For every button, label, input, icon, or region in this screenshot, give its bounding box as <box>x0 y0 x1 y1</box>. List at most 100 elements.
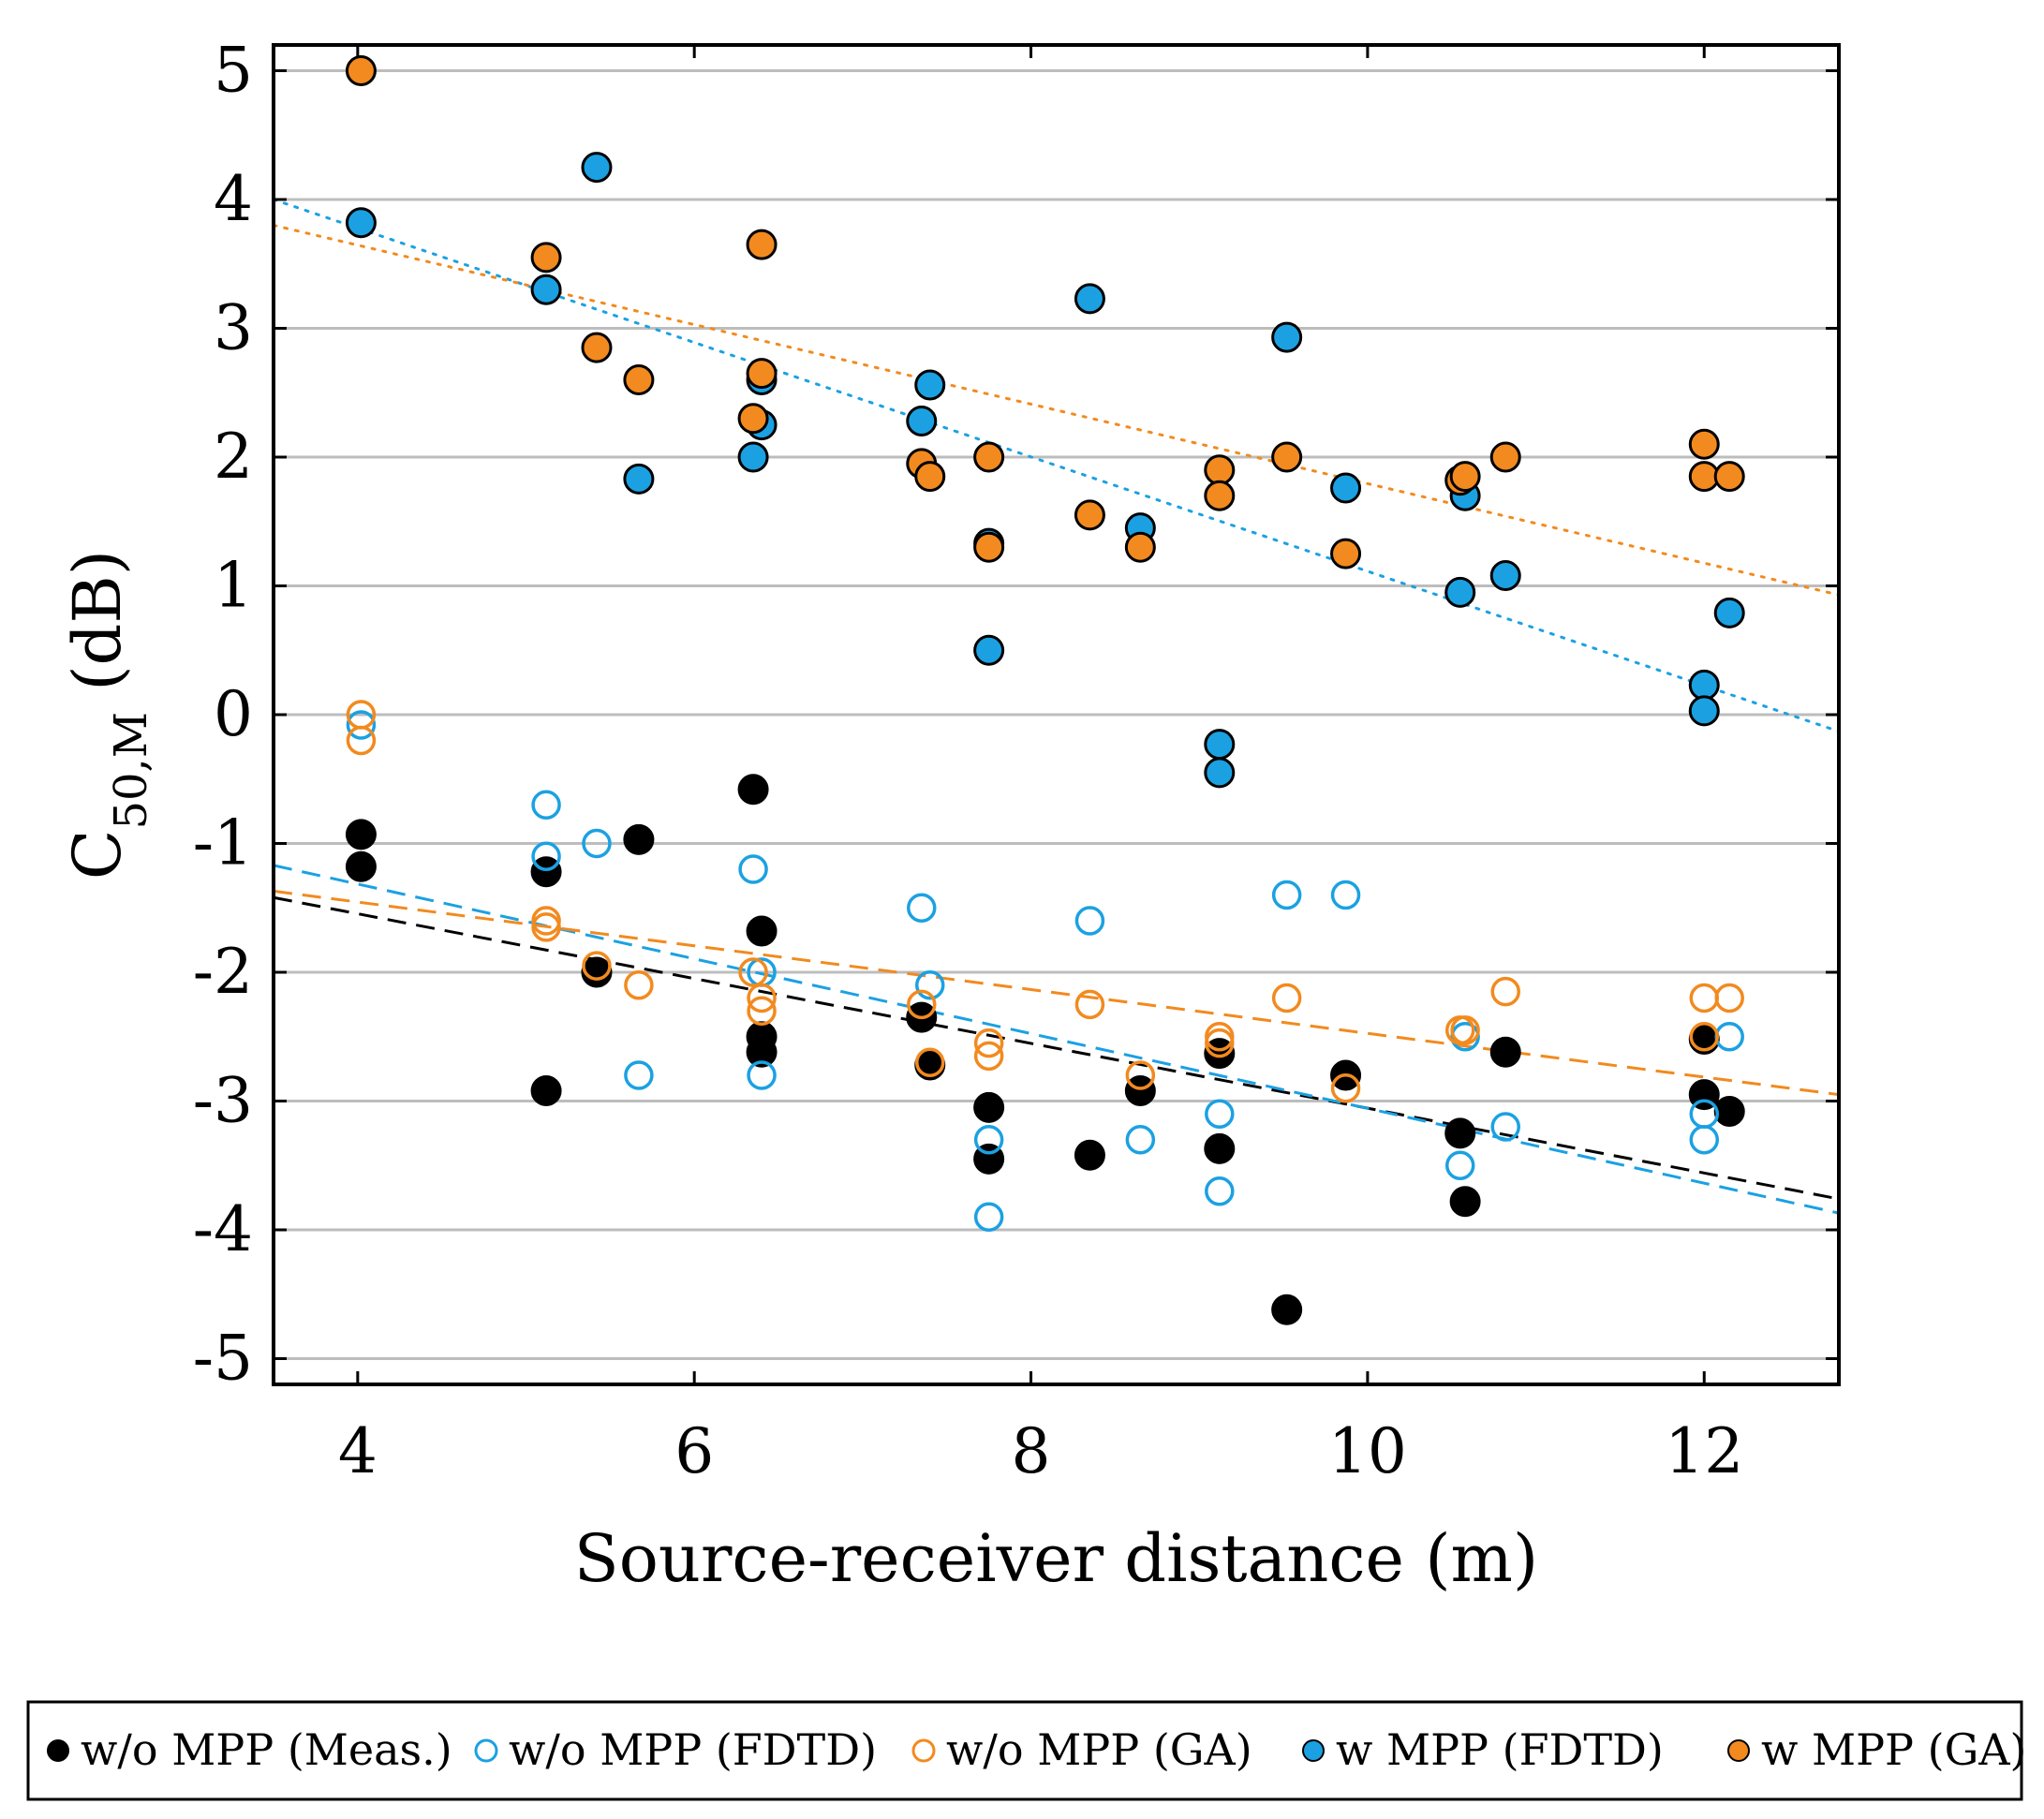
y-tick-label: -2 <box>193 936 253 1008</box>
data-point <box>1713 597 1745 629</box>
data-point <box>747 983 777 1013</box>
data-point <box>530 856 562 888</box>
y-tick-label: 3 <box>214 292 253 364</box>
legend-marker <box>1727 1739 1750 1762</box>
data-point <box>746 1036 778 1068</box>
data-point <box>582 951 612 981</box>
data-point <box>973 1028 1004 1058</box>
x-axis-label: Source-receiver distance (m) <box>574 1520 1538 1597</box>
x-tick-label: 8 <box>1012 1415 1051 1487</box>
x-tick-label: 4 <box>338 1415 378 1487</box>
data-point <box>1074 989 1105 1020</box>
data-point <box>1205 1176 1235 1206</box>
legend-marker <box>911 1738 936 1763</box>
gridlines <box>274 69 1839 1360</box>
data-point <box>1449 1186 1481 1218</box>
data-point <box>1125 1060 1156 1090</box>
y-tick-label: -1 <box>193 807 253 880</box>
data-point <box>581 956 613 988</box>
legend-label: w/o MPP (Meas.) <box>81 1724 452 1775</box>
data-point <box>1271 321 1303 353</box>
data-point <box>737 403 769 435</box>
data-point <box>1450 1015 1480 1045</box>
data-point <box>1689 1125 1720 1155</box>
data-point <box>530 274 562 305</box>
data-point <box>1688 695 1720 727</box>
data-point <box>1271 1294 1303 1325</box>
data-point <box>1330 880 1361 910</box>
y-tick-label: 2 <box>214 421 253 493</box>
data-point <box>1074 283 1105 315</box>
data-point <box>1689 1022 1720 1052</box>
data-point <box>1204 454 1236 486</box>
data-point <box>747 996 777 1026</box>
data-point <box>1444 1117 1476 1149</box>
legend-label: w/o MPP (FDTD) <box>509 1724 877 1775</box>
data-point <box>1489 1036 1521 1068</box>
data-point <box>914 369 946 401</box>
data-point <box>1204 1132 1236 1164</box>
data-point <box>973 531 1005 563</box>
legend-marker <box>1302 1739 1325 1762</box>
data-point <box>737 774 769 806</box>
data-point <box>973 1041 1004 1072</box>
y-tick-label: -3 <box>193 1065 253 1137</box>
data-point <box>1205 1028 1235 1058</box>
data-point <box>530 1075 562 1106</box>
data-point <box>746 358 778 390</box>
data-point <box>907 989 937 1020</box>
data-point <box>907 893 937 923</box>
legend-label: w MPP (GA) <box>1761 1724 2026 1775</box>
data-point <box>1330 1073 1361 1103</box>
legend-items: w/o MPP (Meas.) w/o MPP (FDTD) w/o MPP (GA… <box>47 1724 2026 1775</box>
data-point <box>1124 531 1156 563</box>
data-point <box>1490 976 1520 1007</box>
data-point <box>623 823 655 855</box>
data-point <box>1074 1139 1105 1171</box>
data-point <box>1271 983 1302 1013</box>
y-tick-label: 0 <box>214 678 253 750</box>
x-tick-label: 12 <box>1665 1415 1743 1487</box>
data-point <box>1271 880 1302 910</box>
data-point <box>623 463 655 495</box>
data-point <box>1271 441 1303 473</box>
legend: w/o MPP (Meas.) w/o MPP (FDTD) w/o MPP (GA… <box>26 1700 2026 1801</box>
data-point <box>1714 983 1744 1013</box>
data-point <box>1490 1112 1520 1142</box>
y-axis-label-unit: (dB) <box>59 550 136 712</box>
data-point <box>624 970 654 1000</box>
data-point <box>345 207 377 239</box>
y-axis-label-base: C <box>59 830 136 880</box>
data-point <box>1204 729 1236 761</box>
data-point <box>1689 1099 1720 1129</box>
legend-marker <box>474 1738 498 1763</box>
data-point <box>973 634 1005 666</box>
data-point <box>1204 480 1236 511</box>
y-tick-label: 4 <box>214 163 253 235</box>
y-axis-label: C50,M (dB) <box>59 550 157 880</box>
data-point <box>531 790 561 820</box>
data-point <box>530 242 562 274</box>
data-point <box>1205 1099 1235 1129</box>
data-point <box>973 1091 1005 1123</box>
data-point <box>623 364 655 395</box>
data-point <box>1688 669 1720 701</box>
data-point <box>624 1060 654 1090</box>
data-point <box>1688 428 1720 460</box>
data-point <box>1713 1096 1745 1127</box>
x-tick-label: 10 <box>1328 1415 1407 1487</box>
data-point <box>581 332 613 363</box>
data-point <box>345 850 377 882</box>
data-point <box>737 441 769 473</box>
trendline <box>272 198 1841 733</box>
trendline <box>272 224 1841 597</box>
data-point <box>1444 1150 1475 1180</box>
data-point <box>1444 576 1476 608</box>
data-point <box>345 819 377 850</box>
data-point <box>906 406 938 436</box>
data-point <box>1330 538 1362 569</box>
data-point <box>1489 560 1521 591</box>
data-points <box>345 55 1745 1325</box>
data-point <box>973 441 1005 473</box>
